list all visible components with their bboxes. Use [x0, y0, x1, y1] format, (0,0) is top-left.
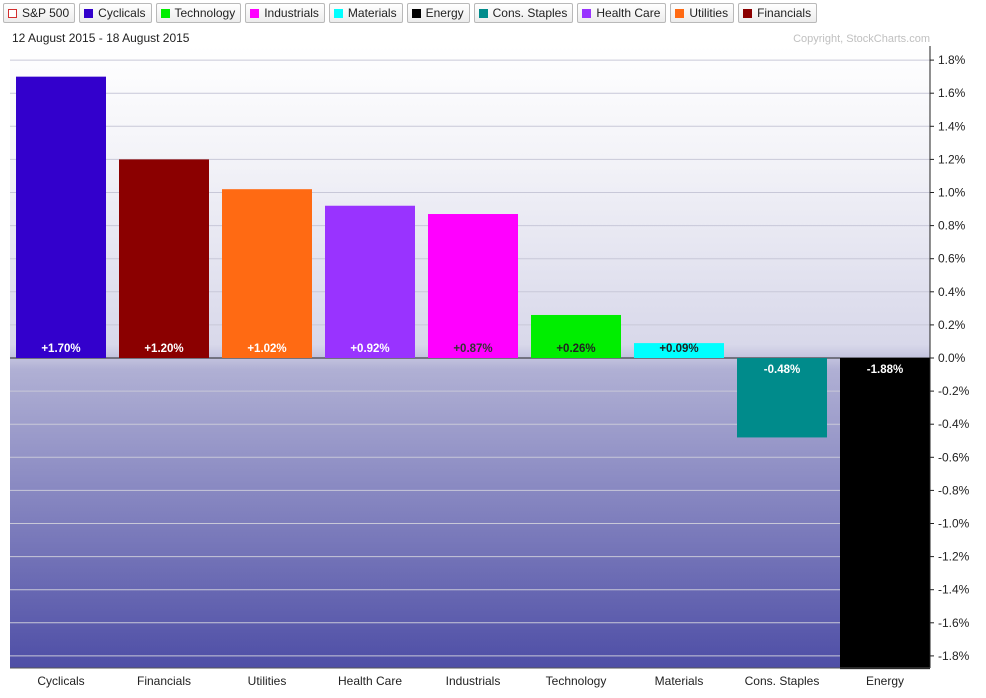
- y-tick-label: -0.4%: [938, 417, 970, 431]
- y-tick-label: 0.6%: [938, 252, 966, 266]
- y-tick-label: -0.2%: [938, 384, 970, 398]
- legend-button-materials[interactable]: Materials: [328, 3, 403, 23]
- legend-swatch: [333, 8, 343, 18]
- bar-cons-staples[interactable]: [737, 358, 827, 438]
- bar-value-label: -0.48%: [764, 364, 800, 376]
- bar-value-label: +0.09%: [659, 343, 698, 355]
- y-tick-label: -1.6%: [938, 616, 970, 630]
- x-category-label: Materials: [655, 674, 704, 688]
- x-category-label: Utilities: [248, 674, 287, 688]
- y-axis: 1.8% 1.6% 1.4% 1.2% 1.0% 0.8% 0.6% 0.4% 0.2% 0.0%…: [10, 46, 970, 669]
- bar-value-label: +0.92%: [350, 343, 389, 355]
- x-category-label: Cons. Staples: [745, 674, 820, 688]
- y-tick-label: 1.0%: [938, 186, 966, 200]
- bar-value-label: +1.20%: [144, 343, 183, 355]
- x-category-label: Cyclicals: [37, 674, 84, 688]
- y-tick-label: 1.8%: [938, 53, 966, 67]
- y-tick-label: 0.2%: [938, 318, 966, 332]
- bar-value-label: +0.26%: [556, 343, 595, 355]
- legend-label: Technology: [174, 6, 236, 20]
- bar-industrials[interactable]: [428, 214, 518, 358]
- y-tick-label: -1.0%: [938, 517, 970, 531]
- legend-button-cons-staples[interactable]: Cons. Staples: [473, 3, 574, 23]
- legend-label: Materials: [347, 6, 397, 20]
- bar-value-label: +0.87%: [453, 343, 492, 355]
- legend-button-cyclicals[interactable]: Cyclicals: [79, 3, 152, 23]
- legend-swatch: [582, 8, 592, 18]
- x-category-label: Industrials: [446, 674, 501, 688]
- legend-button-s-p-500[interactable]: S&P 500: [3, 3, 76, 23]
- legend-swatch: [478, 8, 488, 18]
- legend-label: Industrials: [264, 6, 319, 20]
- y-tick-label: -1.2%: [938, 550, 970, 564]
- data-labels-group: +1.70% +1.20% +1.02% +0.92% +0.87% +0.26% +0.0…: [41, 343, 903, 376]
- legend-swatch: [411, 8, 421, 18]
- legend-button-health-care[interactable]: Health Care: [577, 3, 667, 23]
- bar-materials[interactable]: [634, 343, 724, 358]
- x-category-label: Financials: [137, 674, 191, 688]
- y-tick-label: 1.6%: [938, 86, 966, 100]
- bar-health-care[interactable]: [325, 205, 415, 358]
- y-tick-label: 0.8%: [938, 219, 966, 233]
- legend-button-utilities[interactable]: Utilities: [670, 3, 735, 23]
- legend-swatch: [743, 8, 753, 18]
- y-tick-label: -1.4%: [938, 583, 970, 597]
- legend-label: Energy: [425, 6, 464, 20]
- x-category-label: Technology: [546, 674, 607, 688]
- legend-swatch: [675, 8, 685, 18]
- legend-button-technology[interactable]: Technology: [155, 3, 242, 23]
- bar-utilities[interactable]: [222, 189, 312, 358]
- date-range-label: 12 August 2015 - 18 August 2015: [12, 31, 190, 45]
- y-tick-label: 0.4%: [938, 285, 966, 299]
- y-tick-label: 0.0%: [938, 351, 966, 365]
- legend-label: S&P 500: [22, 6, 70, 20]
- bar-value-label: +1.70%: [41, 343, 80, 355]
- y-tick-label: 1.4%: [938, 119, 966, 133]
- bar-value-label: +1.02%: [247, 343, 286, 355]
- y-tick-label: -1.8%: [938, 649, 970, 663]
- legend-swatch: [8, 8, 17, 18]
- bar-value-label: -1.88%: [867, 364, 903, 376]
- legend-swatch: [160, 8, 170, 18]
- bar-energy[interactable]: [840, 358, 930, 670]
- legend-label: Health Care: [596, 6, 661, 20]
- x-category-label: Health Care: [338, 674, 402, 688]
- legend-button-financials[interactable]: Financials: [738, 3, 818, 23]
- legend-button-industrials[interactable]: Industrials: [245, 3, 325, 23]
- bar-cyclicals[interactable]: [16, 76, 106, 359]
- legend-button-energy[interactable]: Energy: [406, 3, 470, 23]
- legend-label: Utilities: [689, 6, 729, 20]
- legend-label: Cons. Staples: [492, 6, 568, 20]
- bar-financials[interactable]: [119, 159, 209, 358]
- y-tick-label: 1.2%: [938, 152, 966, 166]
- legend-label: Cyclicals: [98, 6, 146, 20]
- copyright-label: Copyright, StockCharts.com: [793, 33, 930, 45]
- bar-technology[interactable]: [531, 314, 621, 358]
- x-category-label: Energy: [866, 674, 904, 688]
- legend-label: Financials: [757, 6, 812, 20]
- x-axis: Cyclicals Financials Utilities Health Care I…: [37, 674, 904, 688]
- legend-swatch: [250, 8, 260, 18]
- legend-toolbar: S&P 500 Cyclicals Technology Industrials Mat…: [3, 2, 818, 24]
- y-tick-label: -0.8%: [938, 483, 970, 497]
- bars-group: [16, 76, 930, 670]
- y-tick-label: -0.6%: [938, 450, 970, 464]
- legend-swatch: [84, 8, 94, 18]
